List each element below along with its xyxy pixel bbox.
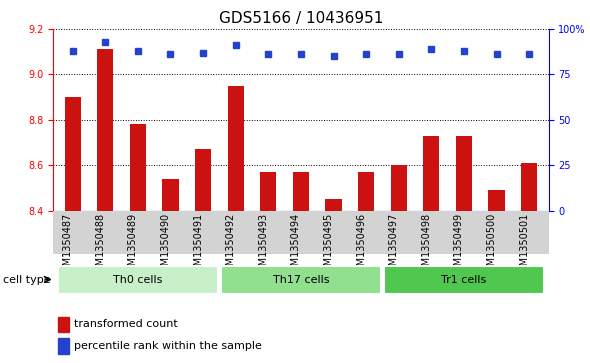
Text: GSM1350495: GSM1350495 [323, 213, 333, 278]
Text: cell type: cell type [3, 275, 51, 285]
Text: GSM1350498: GSM1350498 [421, 213, 431, 278]
Text: GSM1350492: GSM1350492 [226, 213, 235, 278]
Text: GSM1350499: GSM1350499 [454, 213, 464, 278]
Text: GSM1350489: GSM1350489 [128, 213, 138, 278]
Bar [97, 49, 113, 211]
Bar [489, 190, 504, 211]
Bar [293, 172, 309, 211]
FancyBboxPatch shape [58, 266, 218, 294]
Bar [58, 317, 69, 332]
Text: GSM1350497: GSM1350497 [389, 213, 399, 278]
Text: GSM1350496: GSM1350496 [356, 213, 366, 278]
Bar [130, 125, 146, 211]
Bar [64, 97, 81, 211]
Title: GDS5166 / 10436951: GDS5166 / 10436951 [219, 12, 383, 26]
Text: Th0 cells: Th0 cells [113, 274, 163, 285]
Text: transformed count: transformed count [74, 319, 178, 329]
Text: GSM1350490: GSM1350490 [160, 213, 171, 278]
Text: percentile rank within the sample: percentile rank within the sample [74, 341, 262, 351]
Bar [358, 172, 374, 211]
Bar [391, 165, 407, 211]
Bar [162, 179, 179, 211]
Text: Tr1 cells: Tr1 cells [441, 274, 487, 285]
Text: GSM1350487: GSM1350487 [63, 213, 73, 278]
Bar [228, 86, 244, 211]
Bar [260, 172, 277, 211]
Text: GSM1350501: GSM1350501 [519, 213, 529, 278]
Text: GSM1350491: GSM1350491 [193, 213, 203, 278]
Text: GSM1350500: GSM1350500 [487, 213, 497, 278]
Bar [455, 136, 472, 211]
Text: GSM1350493: GSM1350493 [258, 213, 268, 278]
Bar [521, 163, 537, 211]
FancyBboxPatch shape [221, 266, 381, 294]
Bar [423, 136, 440, 211]
FancyBboxPatch shape [384, 266, 544, 294]
Bar [58, 338, 69, 354]
Text: Th17 cells: Th17 cells [273, 274, 329, 285]
Bar [325, 199, 342, 211]
Text: GSM1350494: GSM1350494 [291, 213, 301, 278]
Bar [195, 149, 211, 211]
Text: GSM1350488: GSM1350488 [95, 213, 105, 278]
